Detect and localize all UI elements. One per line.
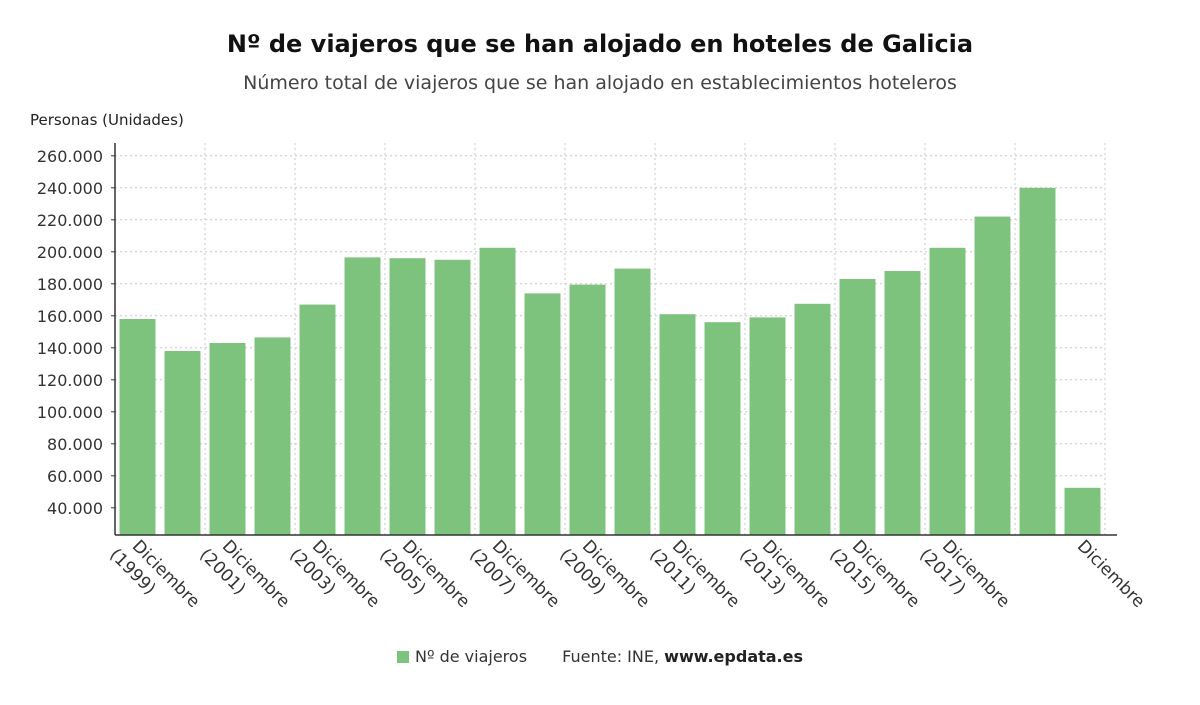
bar <box>614 268 651 535</box>
x-tick-label: Diciembre(2013) <box>735 536 833 612</box>
bars <box>119 187 1101 536</box>
bar <box>659 314 696 535</box>
bar <box>974 216 1011 535</box>
source-site: www.epdata.es <box>664 647 804 666</box>
y-tick-label: 60.000 <box>47 467 103 486</box>
y-tick-label: 240.000 <box>37 179 103 198</box>
x-tick-label-line1: Diciembre <box>1073 536 1149 612</box>
x-tick-label: Diciembre(1999) <box>105 536 203 612</box>
bar <box>524 293 561 535</box>
y-tick-labels: 40.000 60.000 80.000 100.000 120.000 140.000 1… <box>37 147 103 518</box>
bar <box>164 351 201 535</box>
x-tick-label: Diciembre(2003) <box>285 536 383 612</box>
bar <box>704 322 741 535</box>
bar <box>884 271 921 535</box>
bar <box>1064 487 1101 535</box>
x-tick-label: Diciembre(2007) <box>465 536 563 612</box>
bar <box>389 258 426 535</box>
chart-subtitle: Número total de viajeros que se han aloj… <box>243 72 957 94</box>
bar <box>929 247 966 536</box>
y-tick-label: 160.000 <box>37 307 103 326</box>
legend: Nº de viajeros Fuente: INE, www.epdata.e… <box>0 647 1200 666</box>
source-text: Fuente: INE, www.epdata.es <box>562 647 803 666</box>
bar <box>299 304 336 535</box>
bar <box>794 303 831 535</box>
source-label: Fuente: INE, <box>562 647 660 666</box>
x-tick-label: Diciembre(2009) <box>555 536 653 612</box>
bar <box>1019 187 1056 536</box>
bar <box>479 247 516 536</box>
legend-item: Nº de viajeros <box>396 647 528 666</box>
x-tick-label: Diciembre(2005) <box>375 536 473 612</box>
bar <box>209 343 246 535</box>
bar <box>254 337 291 535</box>
x-tick-label: Diciembre(2015) <box>825 536 923 612</box>
y-tick-label: 100.000 <box>37 403 103 422</box>
chart-title: Nº de viajeros que se han alojado en hot… <box>226 30 974 58</box>
bar <box>119 319 156 535</box>
y-tick-label: 180.000 <box>37 275 103 294</box>
x-tick-label: Diciembre <box>1073 536 1149 612</box>
bar <box>749 317 786 535</box>
x-tick-labels: Diciembre(1999) Diciembre(2001) Diciembre(… <box>105 536 1149 612</box>
bar <box>569 284 606 535</box>
axes <box>111 143 1117 536</box>
y-tick-label: 120.000 <box>37 371 103 390</box>
bar <box>344 257 381 535</box>
x-tick-label: Diciembre(2017) <box>915 536 1013 612</box>
x-tick-label: Diciembre(2001) <box>195 536 293 612</box>
bar <box>839 279 876 535</box>
y-tick-label: 260.000 <box>37 147 103 166</box>
y-tick-label: 220.000 <box>37 211 103 230</box>
y-tick-label: 200.000 <box>37 243 103 262</box>
x-tick-label: Diciembre(2011) <box>645 536 743 612</box>
y-tick-label: 40.000 <box>47 499 103 518</box>
y-tick-label: 140.000 <box>37 339 103 358</box>
y-tick-label: 80.000 <box>47 435 103 454</box>
bar <box>434 259 471 535</box>
legend-series-label: Nº de viajeros <box>414 647 528 666</box>
y-axis-label: Personas (Unidades) <box>30 111 184 129</box>
legend-swatch <box>396 651 409 663</box>
